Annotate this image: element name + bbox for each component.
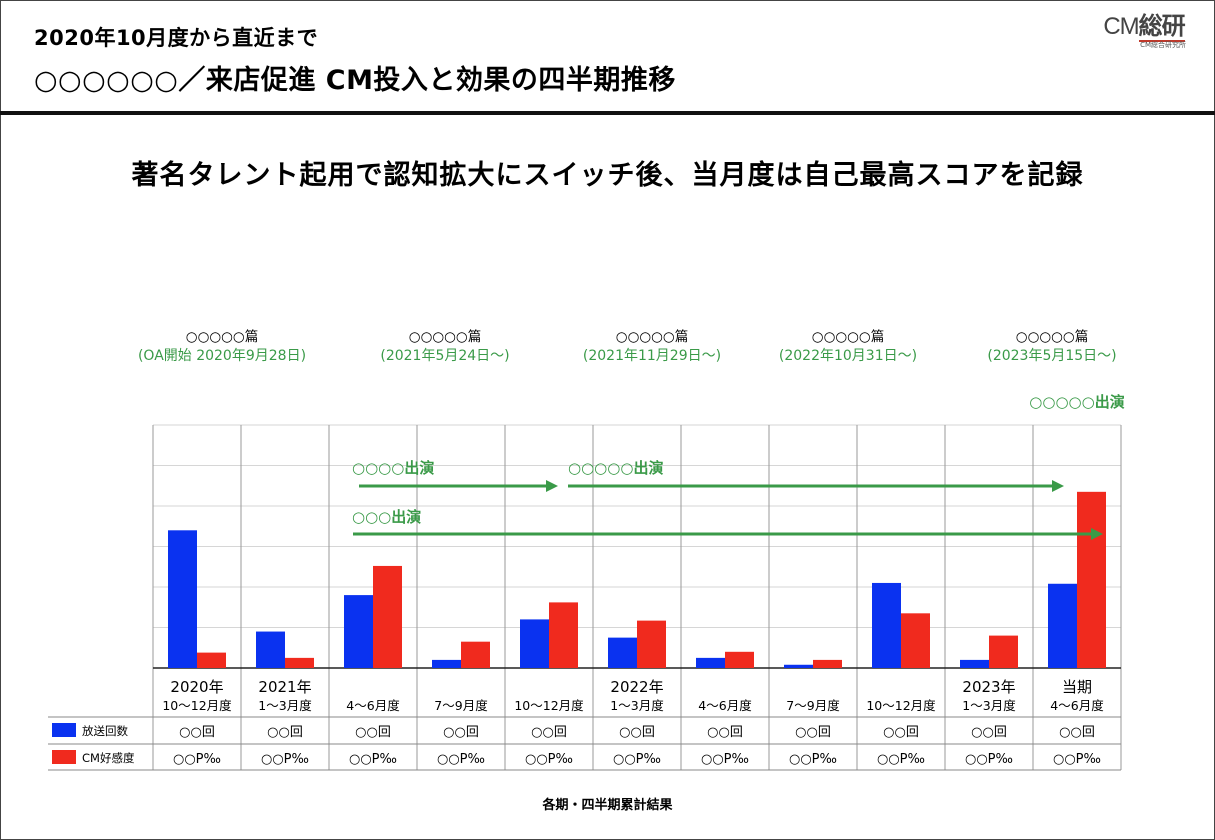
table-cell: ○○P‰: [789, 752, 837, 767]
x-tick-label-quarter: 10〜12月度: [514, 698, 584, 713]
logo-cm-text: CM: [1103, 13, 1139, 40]
header-subtitle: 2020年10月度から直近まで: [34, 26, 319, 50]
x-tick-label-quarter: 10〜12月度: [866, 698, 936, 713]
cm-favorability-bar: [549, 602, 578, 668]
table-cell: ○○P‰: [613, 752, 661, 767]
x-tick-label-quarter: 10〜12月度: [162, 698, 232, 713]
appearance-label: ○○○○○出演: [568, 459, 663, 477]
table-cell: ○○回: [707, 725, 743, 740]
episode-date: (OA開始 2020年9月28日): [138, 348, 306, 364]
x-tick-label-quarter: 1〜3月度: [610, 698, 664, 713]
broadcast-count-bar: [696, 657, 725, 668]
x-tick-label-quarter: 1〜3月度: [258, 698, 312, 713]
episode-name: ○○○○○篇: [616, 329, 688, 345]
table-cell: ○○P‰: [349, 752, 397, 767]
broadcast-count-bar: [520, 619, 549, 668]
episode-date: (2021年5月24日〜): [380, 348, 509, 364]
table-cell: ○○P‰: [173, 752, 221, 767]
table-cell: ○○P‰: [965, 752, 1013, 767]
table-cell: ○○P‰: [437, 752, 485, 767]
x-tick-label-quarter: 1〜3月度: [962, 698, 1016, 713]
x-tick-label-year: 2021年: [258, 678, 311, 696]
broadcast-count-bar: [960, 659, 989, 668]
footnote: 各期・四半期累計結果: [542, 798, 673, 813]
x-tick-label-quarter: 7〜9月度: [434, 698, 488, 713]
episode-name: ○○○○○篇: [186, 329, 258, 345]
table-cell: ○○P‰: [261, 752, 309, 767]
appearance-label: ○○○○○出演: [1029, 393, 1124, 411]
legend-label-favorability: CM好感度: [82, 751, 135, 765]
episode-date: (2021年11月29日〜): [583, 348, 721, 364]
episode-date: (2022年10月31日〜): [779, 348, 917, 364]
episode-name: ○○○○○篇: [409, 329, 481, 345]
cm-favorability-bar: [285, 657, 314, 668]
table-cell: ○○回: [1059, 725, 1095, 740]
x-tick-label-year: 2022年: [610, 678, 663, 696]
broadcast-count-bar: [872, 582, 901, 668]
cm-favorability-bar: [637, 620, 666, 668]
table-cell: ○○回: [971, 725, 1007, 740]
cm-favorability-bar: [197, 652, 226, 668]
cm-favorability-bar: [461, 641, 490, 668]
table-cell: ○○回: [883, 725, 919, 740]
page-title: ○○○○○○／来店促進 CM投入と効果の四半期推移: [34, 65, 676, 96]
cm-favorability-bar: [989, 635, 1018, 668]
x-tick-label-year: 2023年: [962, 678, 1015, 696]
x-tick-label-year: 当期: [1062, 678, 1092, 696]
table-cell: ○○回: [443, 725, 479, 740]
table-cell: ○○回: [795, 725, 831, 740]
x-tick-label-year: 2020年: [170, 678, 223, 696]
legend-swatch-favorability: [52, 750, 76, 764]
logo-subtext: CM総合研究所: [1140, 41, 1186, 49]
appearance-arrow-head: [1052, 480, 1064, 492]
appearance-arrow-head: [546, 480, 558, 492]
broadcast-count-bar: [1048, 583, 1077, 668]
table-cell: ○○P‰: [701, 752, 749, 767]
header-divider: [0, 111, 1215, 115]
x-tick-label-quarter: 4〜6月度: [1050, 698, 1104, 713]
table-cell: ○○回: [355, 725, 391, 740]
episode-name: ○○○○○篇: [1016, 329, 1088, 345]
broadcast-count-bar: [784, 664, 813, 668]
broadcast-count-bar: [608, 637, 637, 668]
broadcast-count-bar: [168, 530, 197, 668]
cm-favorability-bar: [901, 613, 930, 668]
cm-favorability-bar: [725, 651, 754, 668]
table-cell: ○○P‰: [525, 752, 573, 767]
cm-favorability-bar: [1077, 491, 1106, 668]
broadcast-count-bar: [256, 631, 285, 668]
cm-soken-logo: CM総研 CM総合研究所: [1090, 12, 1198, 50]
table-cell: ○○回: [619, 725, 655, 740]
broadcast-count-bar: [344, 595, 373, 668]
x-tick-label-quarter: 4〜6月度: [698, 698, 752, 713]
x-tick-label-quarter: 7〜9月度: [786, 698, 840, 713]
cm-favorability-bar: [813, 659, 842, 668]
table-cell: ○○P‰: [877, 752, 925, 767]
episode-date: (2023年5月15日〜): [987, 348, 1116, 364]
cm-favorability-bar: [373, 565, 402, 668]
legend-swatch-broadcast: [52, 723, 76, 737]
headline: 著名タレント起用で認知拡大にスイッチ後、当月度は自己最高スコアを記録: [131, 160, 1084, 191]
logo-kanji-text: 総研: [1138, 12, 1186, 42]
x-tick-label-quarter: 4〜6月度: [346, 698, 400, 713]
appearance-label: ○○○○出演: [352, 459, 434, 477]
legend-label-broadcast: 放送回数: [82, 724, 128, 738]
table-cell: ○○回: [179, 725, 215, 740]
appearance-label: ○○○出演: [352, 508, 421, 526]
table-cell: ○○回: [531, 725, 567, 740]
episode-name: ○○○○○篇: [812, 329, 884, 345]
appearance-arrow-head: [1091, 528, 1103, 540]
broadcast-count-bar: [432, 659, 461, 668]
table-cell: ○○P‰: [1053, 752, 1101, 767]
table-cell: ○○回: [267, 725, 303, 740]
